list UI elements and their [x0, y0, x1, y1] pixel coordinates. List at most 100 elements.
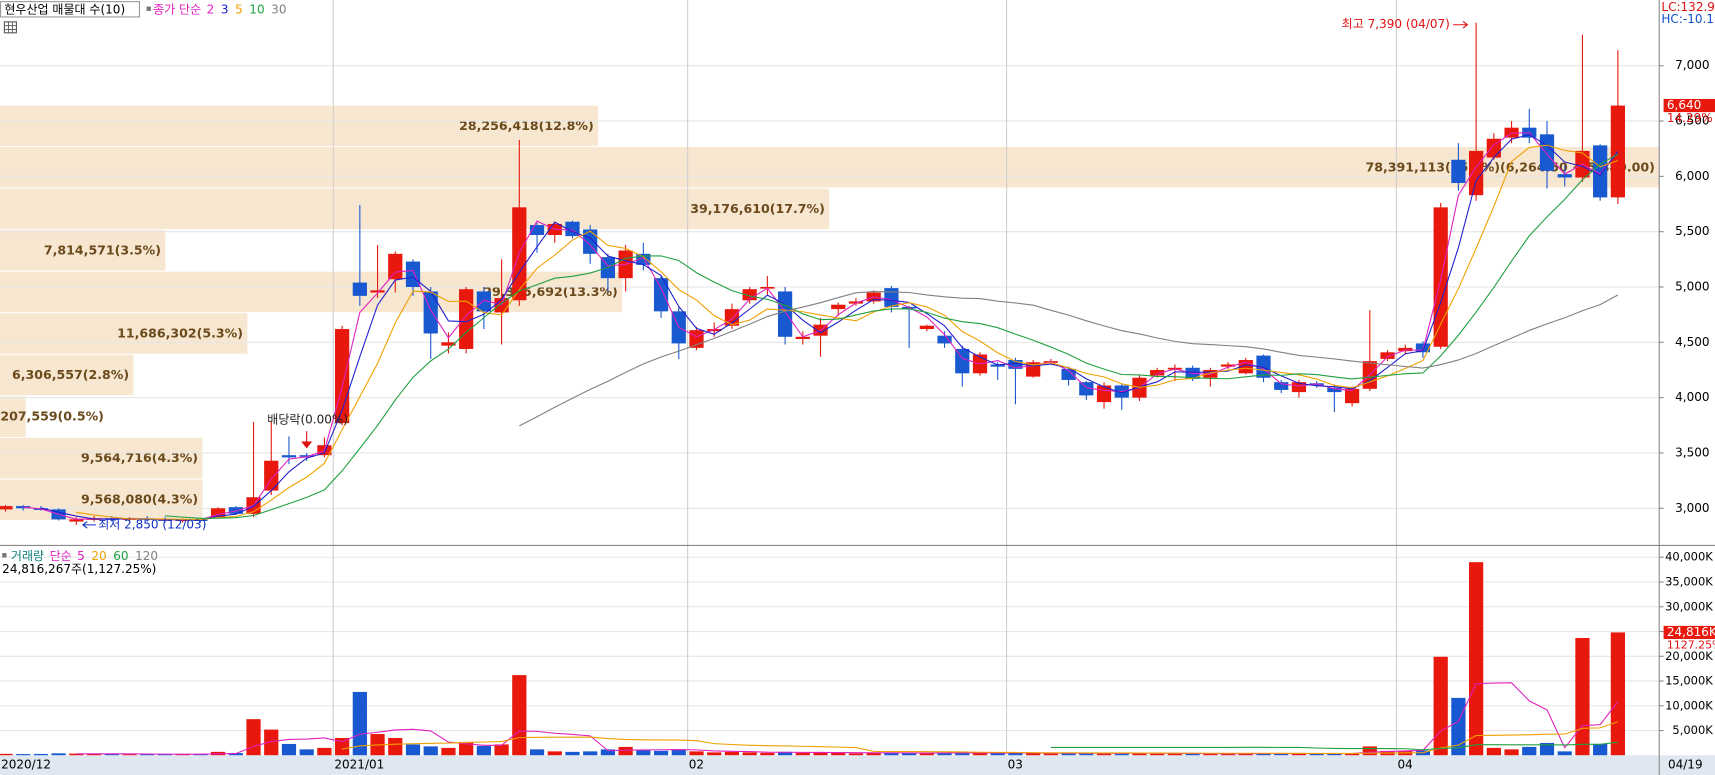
- x-tick-label: 02: [689, 758, 704, 772]
- volume-bar: [1061, 753, 1076, 756]
- y-tick-label: 5,000K: [1672, 723, 1713, 737]
- annotation-arrow: [81, 521, 97, 529]
- candle-body: [1291, 382, 1307, 393]
- legend-marker: [146, 6, 151, 11]
- volume-bar: [512, 675, 527, 756]
- volume-bar: [104, 754, 119, 756]
- candle-body: [742, 289, 757, 301]
- candle-body: [1344, 388, 1360, 404]
- toolbar-icon[interactable]: [3, 21, 17, 34]
- profile-band: [0, 188, 830, 230]
- candle-body: [1096, 385, 1112, 403]
- price-ma: [76, 144, 1619, 521]
- volume-bar: [86, 753, 102, 756]
- volume-bar: [1362, 746, 1377, 756]
- candle-body: [1433, 207, 1448, 347]
- profile-band: [0, 396, 26, 437]
- volume-bar: [1167, 753, 1183, 756]
- volume-bar: [1203, 753, 1218, 756]
- annotation-arrow: [1453, 21, 1469, 29]
- volume-bar: [246, 719, 261, 756]
- last-volume-label: 24,816K: [1667, 625, 1715, 639]
- volume-bar: [902, 752, 917, 756]
- volume-bar: [264, 729, 279, 756]
- volume-bar: [388, 737, 403, 756]
- candle-body: [1593, 145, 1608, 198]
- candle-body: [583, 229, 598, 254]
- candle-body: [370, 290, 385, 293]
- plot: [0, 22, 1625, 756]
- legend-entry: 5: [77, 549, 85, 563]
- price-ma: [519, 290, 1619, 427]
- x-tick-label: 2021/01: [334, 758, 384, 772]
- volume-bar: [1486, 747, 1501, 756]
- volume-bar: [724, 751, 740, 756]
- volume-bar: [423, 746, 438, 756]
- volume-bar: [228, 753, 243, 756]
- profile-label: 9,568,080(4.3%): [81, 492, 198, 507]
- candle-body: [1486, 138, 1501, 158]
- volume-bar: [1114, 753, 1129, 756]
- legend-entry: 120: [135, 549, 158, 563]
- volume-bar: [1274, 753, 1289, 756]
- volume-bar: [352, 691, 367, 756]
- legend-entry: 60: [113, 549, 128, 563]
- profile-band: [0, 313, 248, 354]
- candle-body: [990, 364, 1005, 367]
- volume-bar: [1256, 753, 1271, 756]
- volume-bar: [1575, 637, 1590, 756]
- volume-bar: [1132, 753, 1147, 756]
- legend-entry: 10: [249, 2, 264, 16]
- candle-body: [1504, 127, 1519, 138]
- y-tick-label: 4,500: [1675, 335, 1709, 349]
- candle-body: [955, 348, 970, 374]
- y-tick-label: 3,000: [1675, 501, 1709, 515]
- dividend-arrow: [301, 431, 313, 449]
- profile-label: 39,176,610(17.7%): [690, 201, 825, 216]
- volume-bar: [955, 752, 970, 756]
- volume-bar: [1539, 742, 1555, 756]
- candle-body: [884, 288, 899, 307]
- legend-label: 종가 단순: [153, 2, 201, 16]
- candle-body: [1274, 382, 1289, 390]
- volume-bar: [157, 754, 173, 756]
- volume-bar: [1291, 753, 1307, 756]
- volume-bar: [1309, 753, 1324, 756]
- volume-bar: [140, 754, 155, 756]
- legend-entry: 5: [235, 2, 243, 16]
- profile-label: 11,686,302(5.3%): [117, 326, 243, 341]
- volume-bar: [671, 749, 686, 756]
- legend-entry: 3: [221, 2, 229, 16]
- volume-bar: [1522, 746, 1537, 756]
- x-tick-label: 04/19: [1668, 758, 1703, 772]
- volume-bar: [1557, 751, 1572, 756]
- volume-bar: [636, 750, 651, 756]
- volume-bar: [1327, 753, 1342, 756]
- x-tick-label: 03: [1008, 758, 1023, 772]
- volume-bar: [317, 747, 332, 756]
- price-ma: [40, 134, 1619, 521]
- candle-body: [1539, 134, 1555, 171]
- volume-bar: [1096, 753, 1112, 756]
- volume-bar: [1610, 632, 1625, 756]
- volume-bar: [919, 753, 934, 756]
- last-price-label: 6,640: [1667, 98, 1701, 112]
- volume-bar: [937, 752, 952, 756]
- volume-bar: [600, 749, 616, 756]
- volume-bar: [1433, 656, 1448, 756]
- volume-bar: [405, 744, 421, 756]
- candle-body: [405, 261, 421, 288]
- volume-bar: [299, 749, 314, 756]
- volume-bar: [16, 754, 31, 756]
- volume-bar: [795, 752, 810, 756]
- profile-label: 6,306,557(2.8%): [12, 367, 129, 382]
- volume-ma: [342, 721, 1619, 755]
- grid: [0, 0, 1660, 756]
- volume-profile: 28,256,418(12.8%)78,391,113(35.4%)(6,264…: [0, 105, 1660, 520]
- legend-marker: [2, 553, 7, 558]
- volume-bar: [335, 737, 350, 756]
- profile-label: 7,814,571(3.5%): [44, 242, 161, 257]
